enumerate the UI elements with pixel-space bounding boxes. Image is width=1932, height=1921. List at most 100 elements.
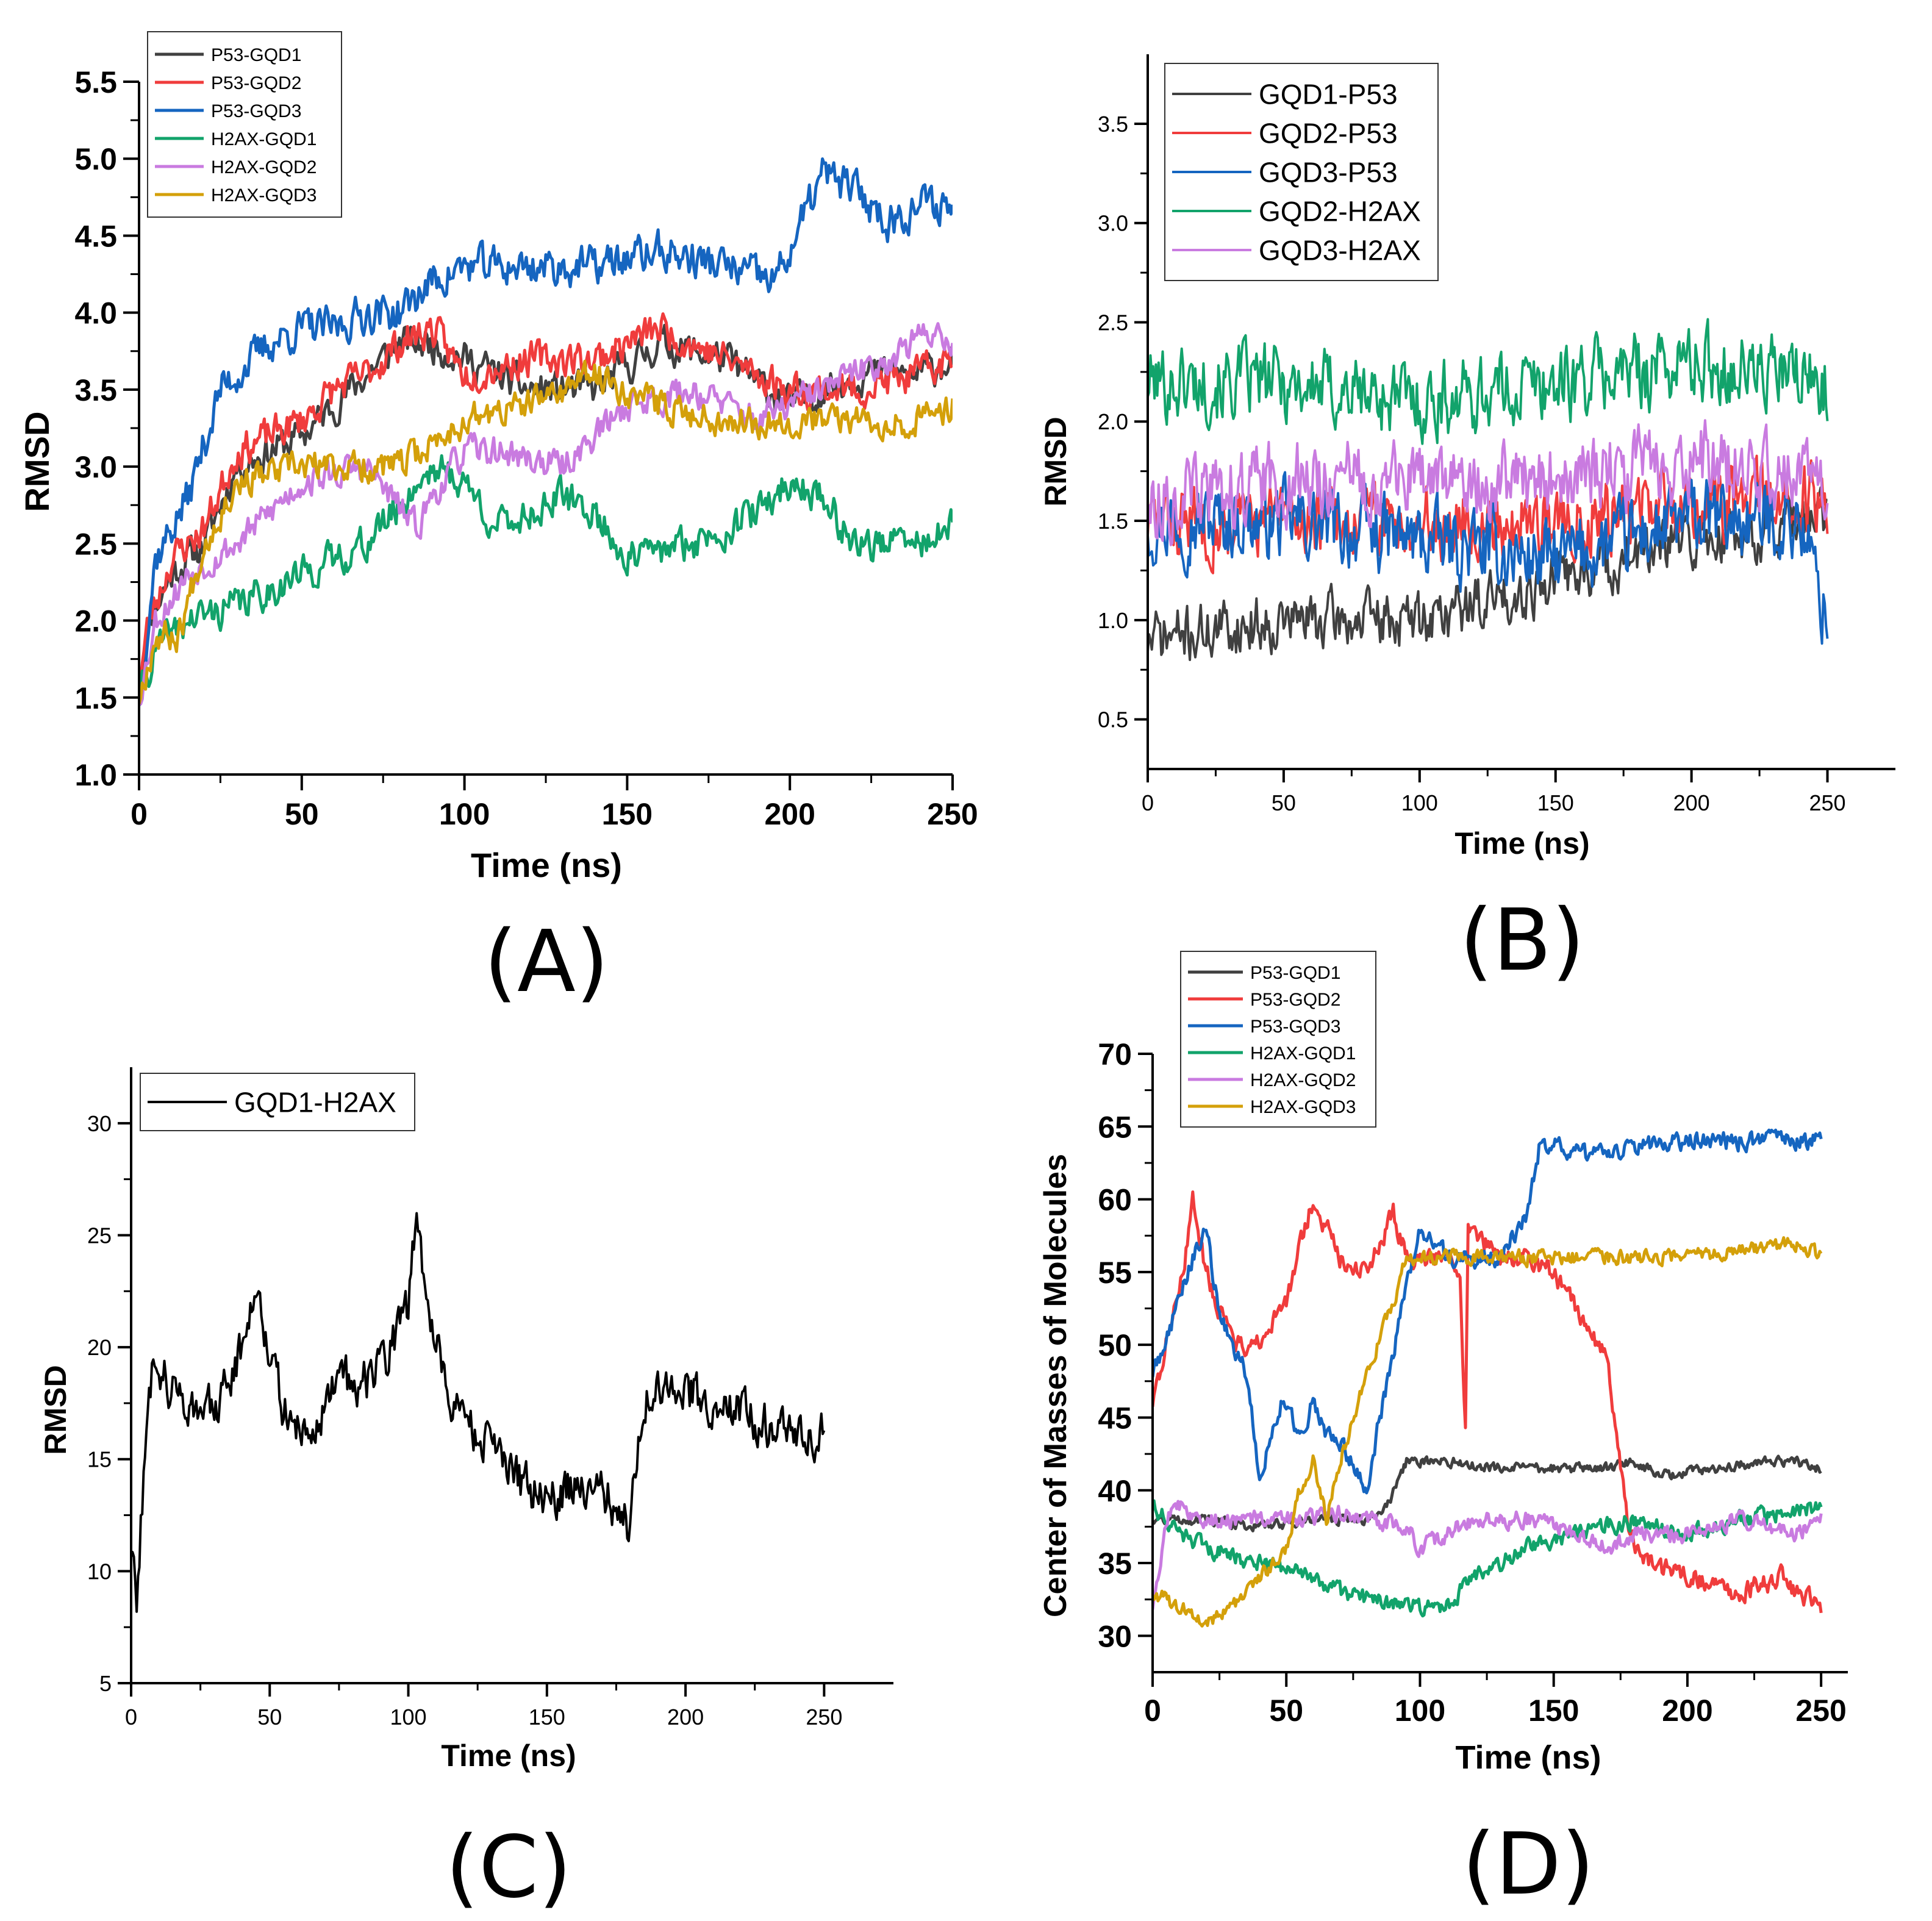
axes-a: 0 50 100 150 200 250 1.0 1.5 2.0 2.5 3.0 3.5 4.0 4.5 5…: [74, 65, 978, 831]
y-axis-title-a: RMSD: [18, 412, 56, 512]
legend-label: H2AX-GQD2: [1250, 1070, 1356, 1090]
legend-b: GQD1-P53 GQD2-P53 GQD3-P53 GQD2-H2AX GQD3-H2…: [1164, 63, 1439, 281]
y-tick-label: 15: [87, 1447, 112, 1472]
legend-box: [1180, 951, 1376, 1128]
x-tick-label: 0: [125, 1705, 137, 1730]
x-tick-label: 0: [131, 797, 148, 831]
y-tick-label: 3.0: [74, 450, 117, 484]
x-tick-label: 100: [1401, 790, 1438, 815]
series-line-gqd1-p53: [1148, 486, 1828, 661]
legend-label: H2AX-GQD3: [1250, 1097, 1356, 1117]
x-axis-title-a: Time (ns): [471, 846, 622, 884]
panel-label-b: (B): [1459, 891, 1584, 990]
chart-panel-c: 0 50 100 150 200 250 5 10 15 20 25 30 GQD1-H2AX Tim…: [38, 1067, 893, 1917]
y-tick-label: 65: [1098, 1110, 1132, 1144]
y-tick-label: 20: [87, 1335, 112, 1360]
x-tick-label: 250: [1795, 1694, 1846, 1728]
series-group-c: [131, 1212, 826, 1613]
legend-label: GQD2-P53: [1259, 118, 1398, 149]
series-line-h2ax-gqd3: [139, 359, 953, 705]
y-tick-label: 45: [1098, 1401, 1132, 1435]
legend-label: P53-GQD2: [211, 73, 301, 93]
x-tick-label: 50: [285, 797, 319, 831]
y-tick-label: 4.5: [74, 219, 117, 253]
y-tick-label: 2.5: [74, 527, 117, 561]
y-axis-title-c: RMSD: [38, 1365, 73, 1454]
legend-label: GQD3-P53: [1259, 157, 1398, 188]
y-tick-label: 55: [1098, 1256, 1132, 1290]
panel-label-a: (A): [484, 912, 609, 1012]
series-line-p53-gqd3: [139, 157, 953, 706]
x-axis-title-d: Time (ns): [1455, 1739, 1601, 1776]
x-tick-label: 150: [1528, 1694, 1579, 1728]
y-tick-label: 60: [1098, 1183, 1132, 1217]
legend-label: P53-GQD3: [211, 101, 301, 121]
x-tick-label: 150: [1537, 790, 1574, 815]
legend-label: H2AX-GQD1: [1250, 1043, 1356, 1064]
y-tick-label: 50: [1098, 1328, 1132, 1362]
y-tick-label: 35: [1098, 1547, 1132, 1581]
series-line-p53-gqd1: [139, 323, 953, 706]
axes-c: 0 50 100 150 200 250 5 10 15 20 25 30: [87, 1067, 893, 1730]
series-line-gqd3-h2ax: [1148, 419, 1829, 546]
series-line-p53-gqd2: [1153, 1190, 1823, 1614]
series-line-gqd1-h2ax: [131, 1212, 826, 1613]
y-tick-label: 1.0: [1098, 608, 1128, 633]
y-tick-label: 2.0: [1098, 409, 1128, 434]
series-line-h2ax-gqd3: [1153, 1236, 1823, 1628]
y-axis-title-d: Center of Masses of Molecules: [1038, 1154, 1073, 1617]
y-tick-label: 30: [1098, 1619, 1132, 1653]
legend-a: P53-GQD1 P53-GQD2 P53-GQD3 H2AX-GQD1 H2AX-GQ…: [147, 31, 342, 218]
x-tick-label: 200: [764, 797, 815, 831]
x-tick-label: 100: [390, 1705, 427, 1730]
y-tick-label: 25: [87, 1223, 112, 1248]
legend-label: P53-GQD1: [211, 45, 301, 65]
axes-b: 0 50 100 150 200 250 0.5 1.0 1.5 2.0 2.5 3.0 3.5: [1098, 54, 1895, 815]
y-tick-label: 1.5: [1098, 509, 1128, 534]
legend-label: H2AX-GQD1: [211, 129, 317, 149]
x-tick-label: 250: [806, 1705, 842, 1730]
x-tick-label: 200: [1662, 1694, 1712, 1728]
x-tick-label: 50: [257, 1705, 282, 1730]
x-tick-label: 0: [1142, 790, 1154, 815]
y-axis-title-b: RMSD: [1039, 417, 1073, 506]
series-line-gqd2-h2ax: [1148, 318, 1829, 445]
y-tick-label: 40: [1098, 1474, 1132, 1508]
plot-area-d: 0 50 100 150 200 250 30 35 40 45 50 55 60 65 70: [1098, 1037, 1848, 1728]
legend-label: GQD1-P53: [1259, 79, 1398, 110]
y-tick-label: 0.5: [1098, 707, 1128, 732]
y-tick-label: 1.5: [74, 681, 117, 715]
plot-area-b: 0 50 100 150 200 250 0.5 1.0 1.5 2.0 2.5 3.0 3.5: [1098, 54, 1895, 815]
legend-label: P53-GQD2: [1250, 990, 1340, 1010]
y-tick-label: 2.5: [1098, 310, 1128, 335]
legend-label: P53-GQD3: [1250, 1017, 1340, 1037]
chart-panel-a: 0 50 100 150 200 250 1.0 1.5 2.0 2.5 3.0 3.5 4.0 4.5 5…: [18, 31, 978, 1012]
y-tick-label: 5: [99, 1671, 112, 1696]
legend-label: H2AX-GQD2: [211, 157, 317, 177]
x-tick-label: 200: [667, 1705, 704, 1730]
chart-panel-b: 0 50 100 150 200 250 0.5 1.0 1.5 2.0 2.5 3.0 3.5 GQD…: [1039, 54, 1895, 990]
y-tick-label: 30: [87, 1111, 112, 1136]
plot-area-c: 0 50 100 150 200 250 5 10 15 20 25 30: [87, 1067, 893, 1730]
x-axis-title-b: Time (ns): [1454, 826, 1589, 860]
x-axis-title-c: Time (ns): [441, 1739, 576, 1773]
chart-panel-d: 0 50 100 150 200 250 30 35 40 45 50 55 60 65 70 P53-GQ…: [1038, 951, 1848, 1914]
legend-d: P53-GQD1 P53-GQD2 P53-GQD3 H2AX-GQD1 H2AX-GQ…: [1180, 951, 1376, 1128]
series-line-h2ax-gqd1: [139, 454, 953, 706]
y-tick-label: 5.0: [74, 142, 117, 176]
x-tick-label: 150: [602, 797, 653, 831]
series-line-p53-gqd3: [1153, 1128, 1823, 1495]
legend-label: P53-GQD1: [1250, 963, 1340, 983]
legend-label: GQD2-H2AX: [1259, 196, 1421, 227]
y-tick-label: 3.0: [1098, 211, 1128, 236]
x-tick-label: 50: [1269, 1694, 1303, 1728]
plot-area-a: 0 50 100 150 200 250 1.0 1.5 2.0 2.5 3.0 3.5 4.0 4.5 5…: [74, 65, 978, 831]
series-line-h2ax-gqd2: [1153, 1500, 1823, 1610]
y-tick-label: 5.5: [74, 65, 117, 99]
y-tick-label: 3.5: [74, 373, 117, 407]
series-group-a: [139, 157, 953, 706]
axes-d: 0 50 100 150 200 250 30 35 40 45 50 55 60 65 70: [1098, 1037, 1848, 1728]
legend-c: GQD1-H2AX: [140, 1073, 415, 1131]
legend-box: [147, 31, 342, 218]
